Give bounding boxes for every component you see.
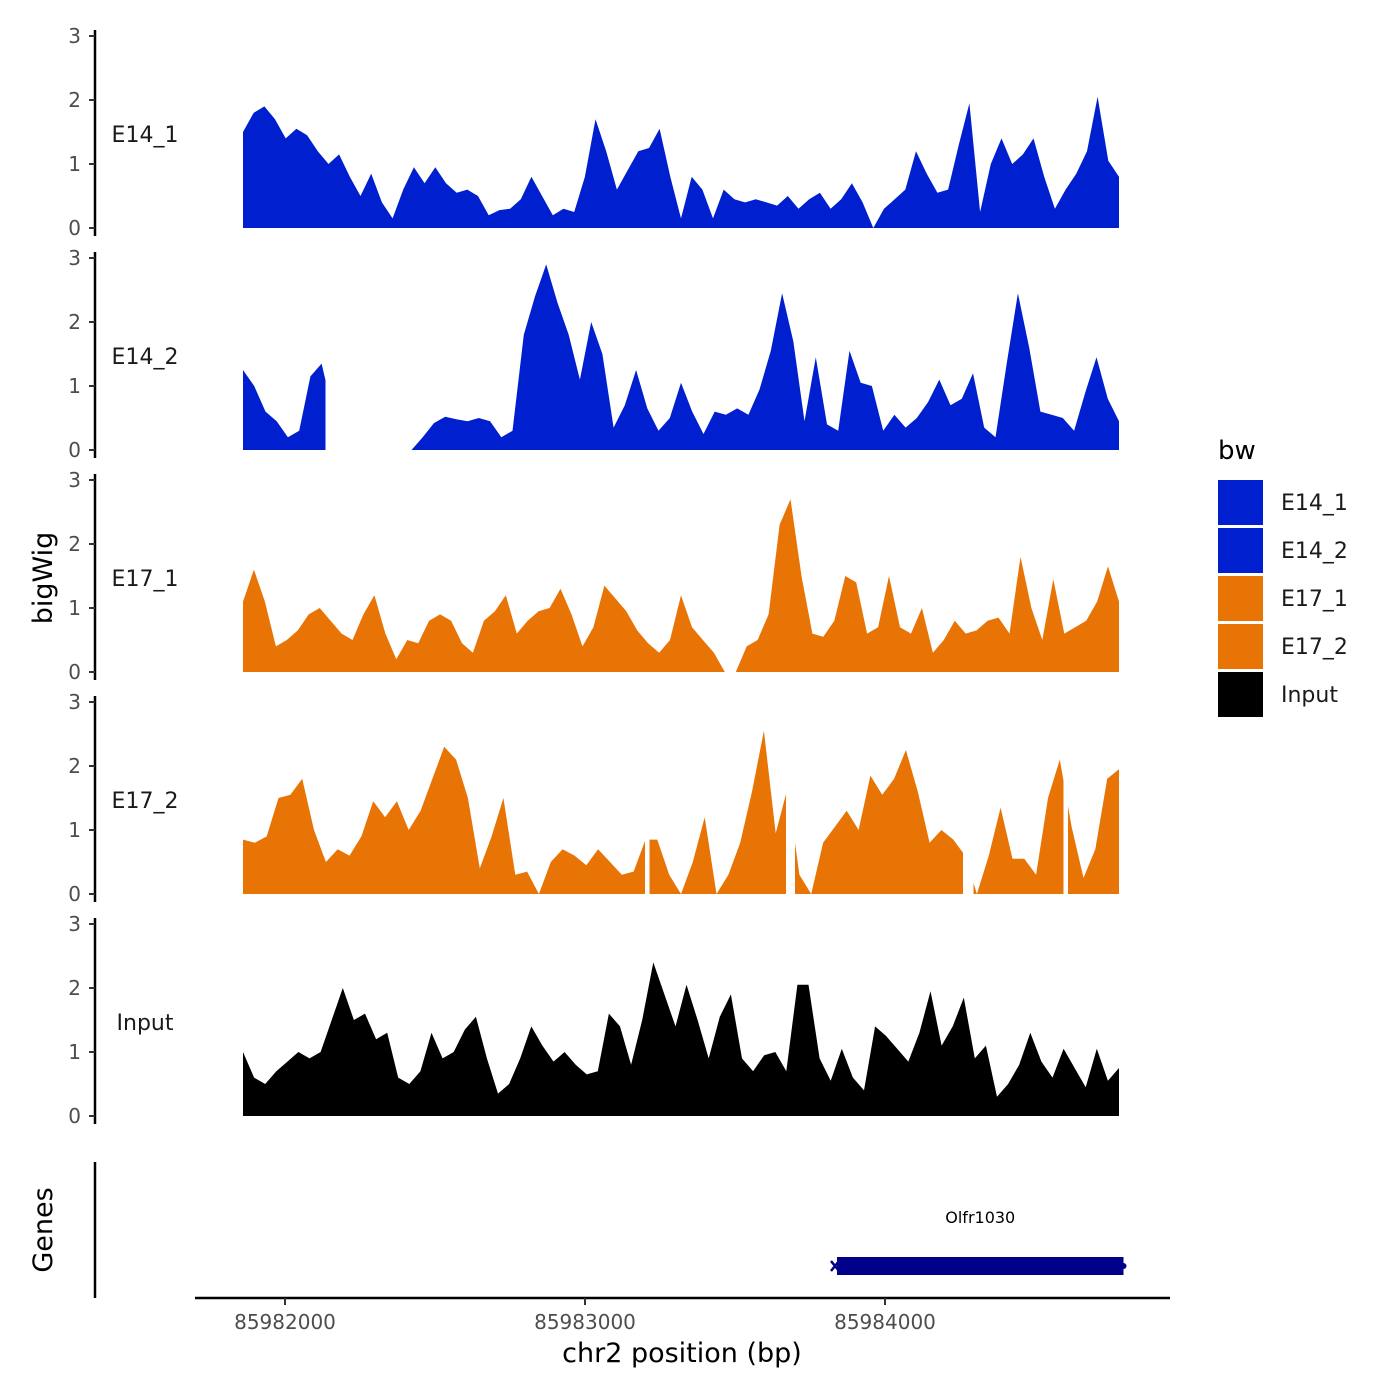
y-tick-label: 3 — [68, 690, 81, 714]
legend-label: Input — [1281, 683, 1338, 708]
y-tick-label: 2 — [68, 310, 81, 334]
track-label: Input — [117, 1011, 174, 1036]
y-tick-label: 3 — [68, 468, 81, 492]
legend-item-E17_2: E17_2 — [1218, 624, 1348, 669]
y-tick-label: 2 — [68, 88, 81, 112]
legend-item-E14_1: E14_1 — [1218, 480, 1348, 525]
coverage-area-E17_2 — [243, 730, 1119, 894]
legend-item-E14_2: E14_2 — [1218, 528, 1348, 573]
y-tick-label: 0 — [68, 1104, 81, 1128]
legend-label: E14_2 — [1281, 539, 1348, 564]
legend: bw E14_1 E14_2 E17_1 E17_2 Input — [1218, 436, 1348, 717]
legend-title: bw — [1218, 436, 1256, 466]
legend-swatch — [1218, 528, 1263, 573]
legend-item-E17_1: E17_1 — [1218, 576, 1348, 621]
legend-swatch — [1218, 576, 1263, 621]
y-tick-label: 0 — [68, 438, 81, 462]
track-label: E17_1 — [112, 567, 179, 592]
x-tick-label: 85984000 — [834, 1310, 936, 1334]
track-E17_2: 0 1 2 3 E17_2 — [68, 690, 1119, 906]
gene-models: Olfr1030 — [830, 1208, 1127, 1275]
y-tick-label: 1 — [68, 596, 81, 620]
track-E14_2: 0 1 2 3 E14_2 — [68, 246, 1119, 462]
coverage-area-E17_1 — [243, 499, 1119, 672]
gene-body — [837, 1257, 1124, 1275]
y-tick-label: 2 — [68, 976, 81, 1000]
genes-axis-title: Genes — [28, 1187, 59, 1272]
track-label: E14_1 — [112, 123, 179, 148]
gene-end-marker — [1120, 1263, 1127, 1269]
coverage-gap — [325, 256, 395, 451]
y-tick-label: 0 — [68, 882, 81, 906]
legend-swatch — [1218, 624, 1263, 669]
y-tick-label: 0 — [68, 660, 81, 684]
track-Input: 0 1 2 3 Input — [68, 912, 1119, 1128]
x-tick-label: 85982000 — [234, 1310, 336, 1334]
y-tick-label: 2 — [68, 754, 81, 778]
y-axis-title: bigWig — [28, 532, 59, 625]
track-label: E17_2 — [112, 789, 179, 814]
coverage-gap — [1063, 700, 1068, 895]
x-axis-ticks: 85982000 85983000 85984000 — [234, 1298, 936, 1334]
legend-swatch — [1218, 480, 1263, 525]
coverage-gap — [963, 700, 974, 895]
gene-Olfr1030: Olfr1030 — [830, 1208, 1127, 1275]
y-tick-label: 1 — [68, 818, 81, 842]
track-E14_1: 0 1 2 3 E14_1 — [68, 24, 1119, 240]
x-tick-label: 85983000 — [534, 1310, 636, 1334]
y-tick-label: 3 — [68, 246, 81, 270]
coverage-tracks: 0 1 2 3 E14_1 0 1 2 3 E14_2 0 1 2 3 E17_1 0 1 2 3 E17_2 0 1 2 3… — [68, 24, 1119, 1128]
gene-label: Olfr1030 — [945, 1208, 1015, 1227]
y-tick-label: 2 — [68, 532, 81, 556]
y-tick-label: 3 — [68, 912, 81, 936]
track-E17_1: 0 1 2 3 E17_1 — [68, 468, 1119, 684]
coverage-gap — [645, 700, 650, 895]
coverage-area-E14_1 — [243, 96, 1119, 228]
legend-label: E14_1 — [1281, 491, 1348, 516]
legend-label: E17_1 — [1281, 587, 1348, 612]
y-tick-label: 1 — [68, 1040, 81, 1064]
y-tick-label: 3 — [68, 24, 81, 48]
strand-marker — [830, 1260, 840, 1272]
y-tick-label: 1 — [68, 152, 81, 176]
coverage-area-Input — [243, 962, 1119, 1116]
legend-swatch — [1218, 672, 1263, 717]
x-axis-title: chr2 position (bp) — [562, 1338, 802, 1369]
legend-label: E17_2 — [1281, 635, 1348, 660]
track-label: E14_2 — [112, 345, 179, 370]
coverage-gap — [786, 700, 795, 895]
legend-item-Input: Input — [1218, 672, 1338, 717]
y-tick-label: 0 — [68, 216, 81, 240]
y-tick-label: 1 — [68, 374, 81, 398]
